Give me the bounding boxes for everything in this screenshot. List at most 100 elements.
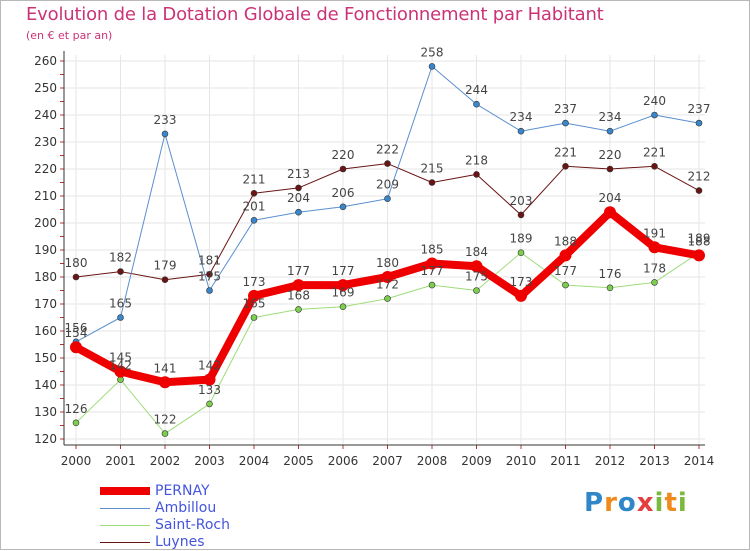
y-tick-label: 120 [34, 432, 57, 446]
data-label-ambillou: 156 [65, 321, 88, 335]
data-point-luynes [339, 165, 347, 173]
data-point-pernay [114, 365, 127, 378]
data-label-ambillou: 244 [465, 83, 488, 97]
data-label-pernay: 180 [376, 256, 399, 270]
legend-item-ambillou: Ambillou [100, 500, 300, 517]
legend-item-saint-roch: Saint-Roch [100, 517, 300, 534]
data-point-saint-roch [473, 287, 480, 294]
data-label-pernay: 177 [332, 264, 355, 278]
data-point-saint-roch [562, 281, 569, 289]
data-label-ambillou: 204 [287, 191, 310, 205]
data-label-pernay: 142 [198, 359, 221, 373]
data-point-pernay [248, 289, 260, 302]
data-label-luynes: 211 [243, 172, 266, 186]
data-point-saint-roch [250, 314, 258, 321]
data-point-saint-roch [606, 284, 614, 292]
series-luynes [72, 160, 703, 284]
x-tick-label: 2005 [283, 454, 314, 468]
data-point-luynes [695, 187, 703, 194]
data-label-ambillou: 234 [510, 110, 533, 124]
data-label-saint-roch: 177 [421, 264, 444, 278]
data-point-luynes [295, 184, 302, 192]
y-tick-label: 260 [34, 54, 57, 68]
data-point-ambillou [250, 217, 258, 224]
data-label-pernay: 184 [465, 245, 488, 259]
data-point-luynes [651, 163, 658, 170]
data-point-pernay [693, 249, 705, 262]
data-label-luynes: 213 [287, 167, 310, 181]
x-tick-label: 2011 [550, 454, 581, 468]
data-point-pernay [604, 206, 616, 219]
data-point-luynes [206, 270, 213, 278]
data-label-luynes: 215 [421, 162, 444, 176]
legend: PERNAY Ambillou Saint-Roch Luynes [100, 483, 300, 551]
data-point-saint-roch [517, 249, 525, 256]
data-label-ambillou: 237 [688, 102, 711, 116]
axis-layer: 120 130 140 150 160 170 180 190 200 210 220 230 240 2… [34, 51, 714, 468]
data-point-ambillou [651, 111, 658, 119]
x-tick-label: 2001 [105, 454, 136, 468]
y-tick-label: 190 [34, 243, 57, 257]
data-point-ambillou [473, 100, 480, 108]
data-point-pernay [292, 279, 305, 292]
data-label-saint-roch: 178 [643, 261, 666, 275]
data-label-luynes: 179 [154, 259, 177, 273]
data-label-pernay: 191 [643, 226, 666, 240]
data-point-luynes [117, 268, 124, 275]
data-point-luynes [161, 276, 169, 284]
data-point-ambillou [517, 127, 525, 135]
x-tick-label: 2010 [506, 454, 537, 468]
data-point-ambillou [428, 63, 436, 70]
data-label-saint-roch: 168 [287, 288, 310, 302]
data-label-saint-roch: 122 [154, 413, 177, 427]
x-tick-label: 2007 [372, 454, 403, 468]
data-label-luynes: 180 [65, 256, 88, 270]
data-label-luynes: 221 [643, 145, 666, 159]
legend-item-luynes: Luynes [100, 534, 300, 551]
data-label-saint-roch: 176 [599, 267, 622, 281]
data-point-luynes [72, 273, 80, 281]
data-point-saint-roch [651, 279, 658, 286]
data-label-pernay: 173 [243, 275, 266, 289]
data-point-pernay [381, 271, 394, 283]
data-point-pernay [515, 289, 527, 302]
data-point-ambillou [606, 127, 614, 135]
data-point-pernay [337, 279, 349, 292]
x-tick-label: 2006 [328, 454, 359, 468]
data-point-pernay [426, 257, 438, 270]
data-label-ambillou: 240 [643, 94, 666, 108]
data-point-ambillou [117, 314, 124, 321]
legend-label-ambillou: Ambillou [155, 500, 217, 516]
data-point-saint-roch [161, 430, 169, 437]
y-tick-label: 200 [34, 216, 57, 230]
x-tick-label: 2000 [61, 454, 92, 468]
data-label-ambillou: 206 [332, 186, 355, 200]
data-point-luynes [428, 179, 436, 186]
data-label-luynes: 181 [198, 253, 221, 267]
data-label-pernay: 188 [688, 234, 711, 248]
data-point-luynes [473, 171, 480, 178]
data-label-pernay: 145 [109, 351, 132, 365]
data-label-saint-roch: 177 [554, 264, 577, 278]
data-point-pernay [470, 260, 483, 273]
data-label-luynes: 221 [554, 145, 577, 159]
data-label-ambillou: 175 [198, 270, 221, 284]
data-point-pernay [203, 373, 216, 386]
data-label-pernay: 188 [554, 234, 577, 248]
data-point-saint-roch [295, 306, 302, 313]
data-label-pernay: 204 [599, 191, 622, 205]
data-point-ambillou [339, 203, 347, 211]
data-label-saint-roch: 126 [65, 402, 88, 416]
data-point-saint-roch [72, 419, 80, 427]
data-label-ambillou: 237 [554, 102, 577, 116]
x-tick-label: 2008 [417, 454, 448, 468]
data-point-ambillou [695, 119, 703, 127]
series-layer [70, 63, 705, 437]
data-label-luynes: 220 [599, 148, 622, 162]
data-point-ambillou [295, 208, 302, 216]
x-tick-label: 2009 [461, 454, 492, 468]
series-saint-roch [72, 249, 703, 437]
data-label-saint-roch: 175 [465, 270, 488, 284]
